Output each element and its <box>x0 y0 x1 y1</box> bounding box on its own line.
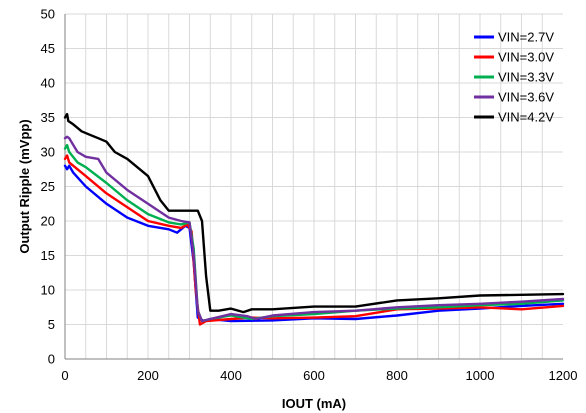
y-tick-label: 0 <box>48 352 55 367</box>
y-tick-label: 30 <box>41 145 55 160</box>
x-tick-label: 400 <box>220 368 242 383</box>
y-tick-label: 15 <box>41 248 55 263</box>
x-tick-label: 200 <box>137 368 159 383</box>
x-axis-title: IOUT (mA) <box>282 396 346 411</box>
y-axis-title: Output Ripple (mVpp) <box>17 119 32 253</box>
y-tick-label: 20 <box>41 214 55 229</box>
y-tick-label: 25 <box>41 179 55 194</box>
axes: 0 5 10 15 20 25 30 35 40 45 50 0 200 400 600 800 1000 120… <box>41 7 578 384</box>
x-tick-label: 800 <box>386 368 408 383</box>
x-tick-label: 1200 <box>549 368 578 383</box>
series-lines <box>63 112 565 326</box>
y-tick-label: 45 <box>41 41 55 56</box>
series-line <box>63 135 565 323</box>
x-tick-label: 600 <box>303 368 325 383</box>
x-tick-label: 0 <box>61 368 68 383</box>
y-tick-label: 40 <box>41 76 55 91</box>
y-tick-label: 50 <box>41 7 55 22</box>
legend-label: VIN=2.7V <box>498 30 554 45</box>
legend: VIN=2.7V VIN=3.0V VIN=3.3V VIN=3.6V VIN=4.2V <box>474 30 554 125</box>
legend-label: VIN=3.0V <box>498 50 554 65</box>
legend-label: VIN=3.3V <box>498 70 554 85</box>
y-tick-label: 5 <box>48 317 55 332</box>
x-tick-label: 1000 <box>466 368 495 383</box>
legend-label: VIN=4.2V <box>498 110 554 125</box>
legend-label: VIN=3.6V <box>498 90 554 105</box>
y-tick-label: 35 <box>41 110 55 125</box>
y-tick-label: 10 <box>41 283 55 298</box>
series-line <box>63 112 565 314</box>
